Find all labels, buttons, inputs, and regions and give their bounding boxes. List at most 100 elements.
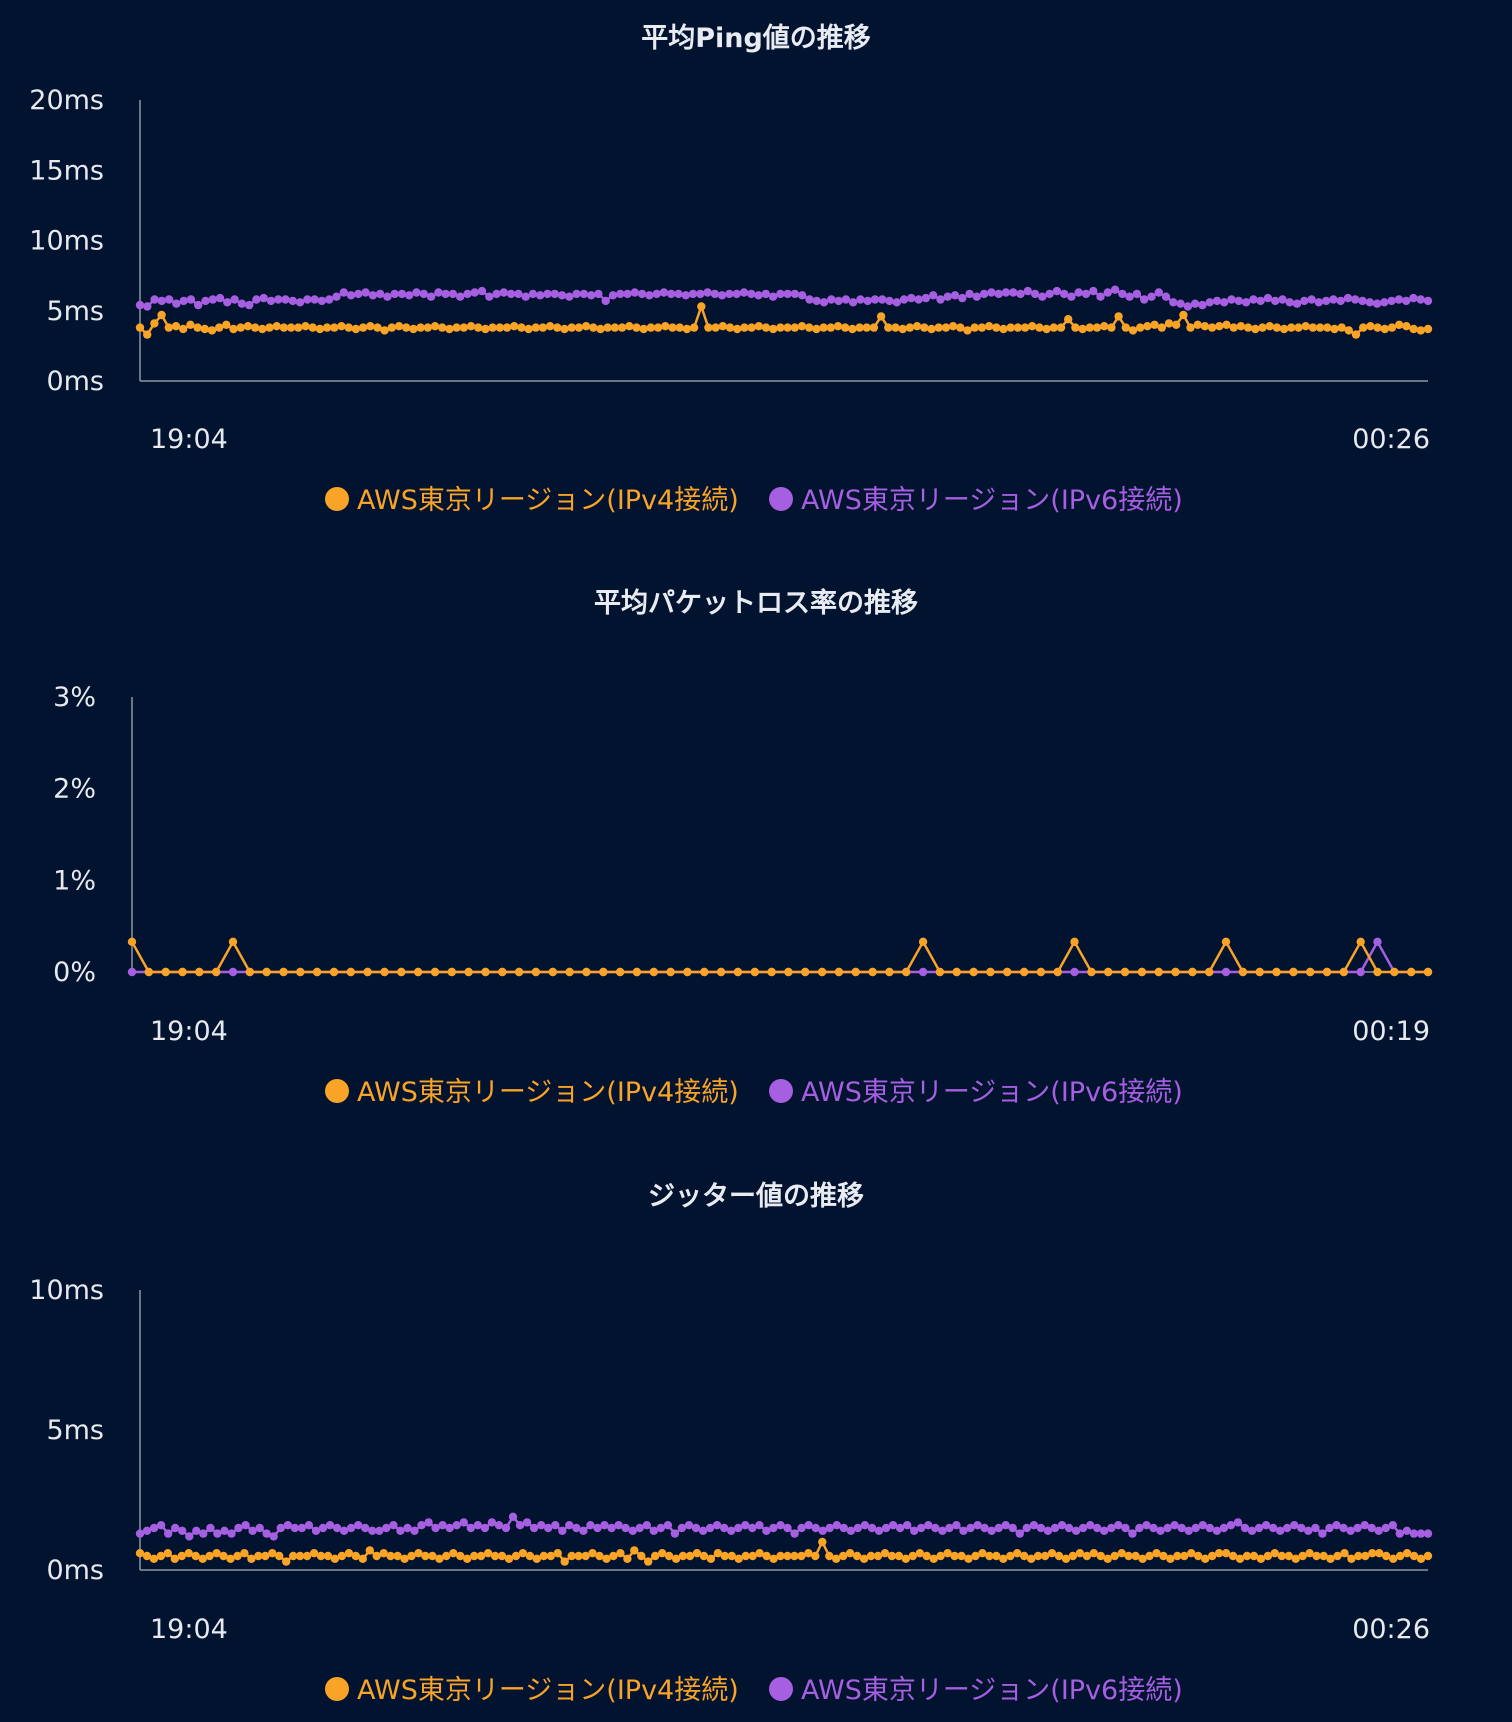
chart3-data-point[interactable] xyxy=(227,1529,236,1538)
chart1-data-point[interactable] xyxy=(1241,298,1251,307)
chart3-data-point[interactable] xyxy=(755,1521,764,1530)
chart3-data-point[interactable] xyxy=(720,1551,729,1561)
chart3-data-point[interactable] xyxy=(480,1523,490,1533)
chart1-data-point[interactable] xyxy=(405,291,414,300)
chart3-data-point[interactable] xyxy=(184,1549,193,1558)
chart1-data-point[interactable] xyxy=(603,323,612,332)
chart3-data-point[interactable] xyxy=(1145,1551,1154,1561)
chart3-data-point[interactable] xyxy=(1205,1523,1215,1533)
chart1-data-point[interactable] xyxy=(625,322,634,331)
chart1-data-point[interactable] xyxy=(977,323,987,332)
chart1-data-point[interactable] xyxy=(1067,292,1076,301)
chart1-data-point[interactable] xyxy=(1198,300,1207,310)
chart2-data-point[interactable] xyxy=(1205,967,1214,977)
chart3-data-point[interactable] xyxy=(276,1523,285,1533)
chart1-data-point[interactable] xyxy=(1321,296,1331,306)
chart1-data-point[interactable] xyxy=(208,295,217,304)
chart3-data-point[interactable] xyxy=(1416,1554,1426,1564)
chart1-data-point[interactable] xyxy=(674,289,683,299)
chart1-data-point[interactable] xyxy=(383,292,392,301)
chart3-data-point[interactable] xyxy=(602,1554,611,1564)
chart3-data-point[interactable] xyxy=(1233,1518,1243,1527)
chart3-data-point[interactable] xyxy=(1103,1554,1112,1564)
chart3-legend-item-ipv6[interactable]: AWS東京リージョン(IPv6接続) xyxy=(769,1675,1183,1706)
chart1-data-point[interactable] xyxy=(630,288,639,297)
chart3-data-point[interactable] xyxy=(846,1526,856,1536)
chart1-data-point[interactable] xyxy=(941,323,951,332)
chart1-data-point[interactable] xyxy=(718,322,727,331)
chart1-data-point[interactable] xyxy=(315,324,325,334)
chart1-data-point[interactable] xyxy=(543,289,552,299)
chart3-data-point[interactable] xyxy=(922,1551,931,1561)
chart3-data-point[interactable] xyxy=(346,1523,356,1533)
chart3-data-point[interactable] xyxy=(1228,1551,1238,1561)
chart3-data-point[interactable] xyxy=(917,1523,926,1533)
chart3-data-point[interactable] xyxy=(1389,1554,1398,1564)
chart1-data-point[interactable] xyxy=(258,324,267,334)
chart3-data-point[interactable] xyxy=(459,1518,468,1527)
chart3-data-point[interactable] xyxy=(1240,1523,1250,1533)
chart3-data-point[interactable] xyxy=(156,1521,166,1530)
chart3-data-point[interactable] xyxy=(316,1551,326,1561)
chart1-data-point[interactable] xyxy=(819,323,828,332)
chart2-data-point[interactable] xyxy=(1087,967,1096,977)
chart3-data-point[interactable] xyxy=(311,1526,321,1536)
chart1-data-point[interactable] xyxy=(581,322,591,331)
chart1-data-point[interactable] xyxy=(1071,323,1080,332)
chart1-data-point[interactable] xyxy=(506,289,516,299)
chart3-data-point[interactable] xyxy=(1269,1523,1278,1533)
chart2-data-point[interactable] xyxy=(716,967,726,977)
chart3-data-point[interactable] xyxy=(332,1523,342,1533)
chart1-data-point[interactable] xyxy=(921,293,931,303)
chart1-data-point[interactable] xyxy=(317,296,327,306)
chart3-data-point[interactable] xyxy=(544,1523,553,1533)
chart1-data-point[interactable] xyxy=(999,324,1008,334)
chart1-data-point[interactable] xyxy=(689,323,699,332)
chart3-data-point[interactable] xyxy=(630,1546,639,1555)
chart3-data-point[interactable] xyxy=(558,1526,567,1536)
chart2-data-point[interactable] xyxy=(329,967,339,977)
chart3-data-point[interactable] xyxy=(903,1521,912,1530)
chart2-data-point[interactable] xyxy=(1070,967,1079,977)
chart1-data-point[interactable] xyxy=(711,323,720,332)
chart2-data-point[interactable] xyxy=(1272,967,1281,977)
chart1-data-point[interactable] xyxy=(1118,289,1127,299)
chart1-data-point[interactable] xyxy=(1402,296,1411,306)
chart2-data-point[interactable] xyxy=(127,937,137,946)
chart3-data-point[interactable] xyxy=(1159,1551,1168,1561)
chart1-data-point[interactable] xyxy=(1081,289,1091,299)
chart1-data-point[interactable] xyxy=(1049,323,1059,332)
chart1-data-point[interactable] xyxy=(310,295,319,304)
chart3-data-point[interactable] xyxy=(396,1526,405,1536)
chart3-data-point[interactable] xyxy=(1054,1551,1064,1561)
chart3-data-point[interactable] xyxy=(1249,1551,1259,1561)
chart1-data-point[interactable] xyxy=(725,323,735,332)
chart1-data-point[interactable] xyxy=(862,323,871,332)
chart1-data-point[interactable] xyxy=(1169,298,1178,307)
chart2-data-point[interactable] xyxy=(834,967,844,977)
chart3-data-point[interactable] xyxy=(330,1554,340,1564)
chart1-data-point[interactable] xyxy=(768,292,778,301)
chart3-data-point[interactable] xyxy=(1124,1551,1133,1561)
chart3-data-point[interactable] xyxy=(845,1549,855,1558)
chart3-data-point[interactable] xyxy=(171,1523,180,1533)
chart1-data-point[interactable] xyxy=(1229,323,1238,332)
chart1-data-point[interactable] xyxy=(1227,295,1236,304)
chart1-data-point[interactable] xyxy=(805,295,814,304)
chart1-data-point[interactable] xyxy=(892,298,901,307)
chart1-data-point[interactable] xyxy=(1114,312,1123,321)
chart3-data-point[interactable] xyxy=(994,1523,1003,1533)
chart1-data-point[interactable] xyxy=(833,322,843,331)
chart3-data-point[interactable] xyxy=(304,1521,314,1530)
chart3-data-point[interactable] xyxy=(888,1521,898,1530)
chart1-data-point[interactable] xyxy=(934,323,943,332)
chart3-data-point[interactable] xyxy=(727,1526,736,1536)
chart3-data-point[interactable] xyxy=(1064,1523,1074,1533)
chart2-data-point[interactable] xyxy=(1137,967,1147,977)
chart3-data-point[interactable] xyxy=(389,1521,398,1530)
chart1-data-point[interactable] xyxy=(265,323,274,332)
chart3-data-point[interactable] xyxy=(269,1532,278,1541)
chart1-data-point[interactable] xyxy=(339,288,348,297)
chart2-data-point[interactable] xyxy=(918,937,928,946)
chart1-data-point[interactable] xyxy=(617,323,627,332)
